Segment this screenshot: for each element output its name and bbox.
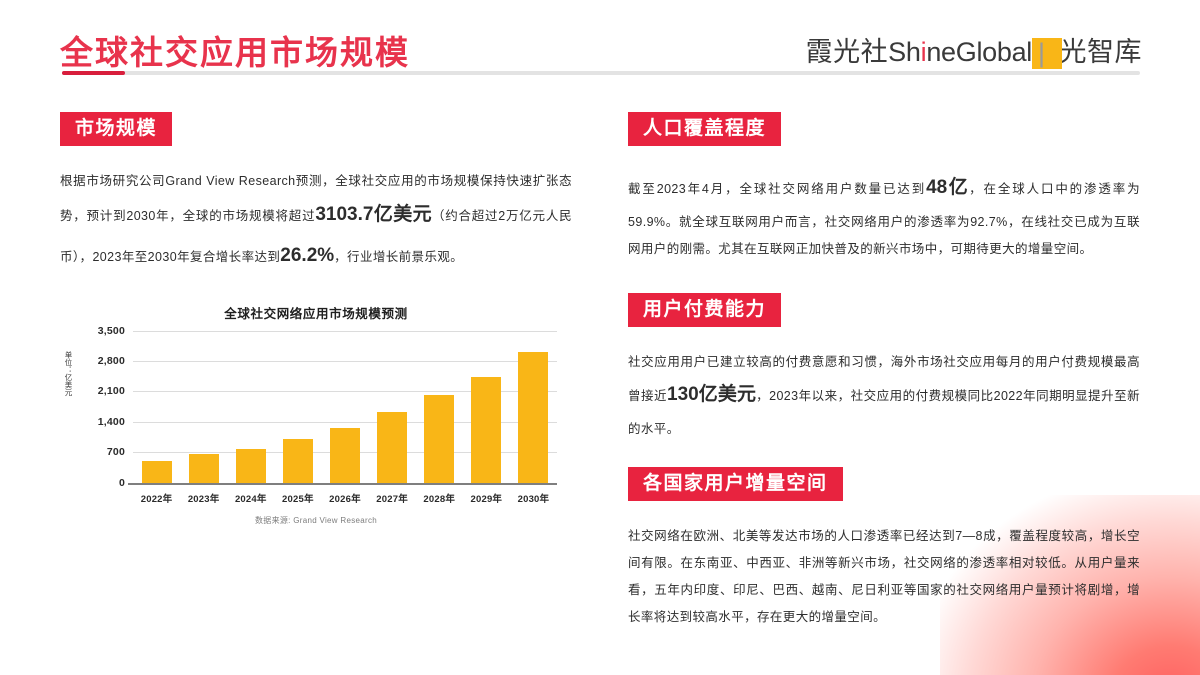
- section-body-paying-ability: 社交应用用户已建立较高的付费意愿和习惯，海外市场社交应用每月的用户付费规模最高曾…: [628, 349, 1140, 444]
- section-badge-population-coverage: 人口覆盖程度: [628, 112, 782, 146]
- chart-y-tick-label: 2,800: [97, 354, 125, 367]
- chart-y-tick-label: 0: [118, 476, 125, 489]
- paying-text-1: 社交应用用户已建立较高的付费意愿和习惯，海外市场社交应用每月的用户付费规模最高曾…: [628, 354, 1140, 404]
- brand-divider: |: [1032, 38, 1062, 69]
- market-size-text-2: （约合超过2万亿元人民币），2023年至2030年复合增长率达到: [60, 208, 572, 264]
- paying-text-2: ，2023年以来，社交应用的付费规模同比2022年同期明显提升至新的水平。: [628, 389, 1140, 437]
- chart-gridline: [133, 360, 557, 362]
- chart-y-tick-label: 3,500: [97, 324, 125, 337]
- chart-y-tick-label: 700: [106, 446, 125, 459]
- chart-y-tick-label: 2,100: [97, 385, 125, 398]
- chart-x-tick-label: 2027年: [376, 493, 408, 505]
- brand-cn-primary: 霞光社: [805, 37, 889, 67]
- chart-gridline: [133, 391, 557, 393]
- chart-gridline: [133, 421, 557, 423]
- section-population-coverage: 人口覆盖程度 截至2023年4月，全球社交网络用户数量已达到48亿，在全球人口中…: [628, 112, 1140, 263]
- chart-x-tick-label: 2025年: [282, 493, 314, 505]
- market-size-text-1: 根据市场研究公司Grand View Research预测，全球社交应用的市场规…: [60, 174, 572, 223]
- chart-bar: [282, 438, 313, 483]
- section-body-market-size: 根据市场研究公司Grand View Research预测，全球社交应用的市场规…: [60, 168, 572, 277]
- chart-plot-area: 0 700 1,400 2,100 2,800 3,500 2022年 2023年 2024年 2…: [98, 325, 557, 505]
- chart-gridline: [133, 330, 557, 332]
- section-badge-market-size: 市场规模: [60, 112, 173, 146]
- brand-latin-post: neGlobal: [926, 37, 1032, 67]
- brand-latin-pre: Sh: [888, 37, 921, 67]
- right-column: 人口覆盖程度 截至2023年4月，全球社交网络用户数量已达到48亿，在全球人口中…: [628, 112, 1140, 631]
- market-size-highlight-2: 26.2%: [280, 244, 335, 266]
- brand-latin-accent-letter: i: [920, 37, 927, 67]
- market-size-bar-chart: 全球社交网络应用市场规模预测 单位：亿美元 0 700 1,400 2,100 2,80…: [60, 303, 572, 548]
- growth-room-text-1: 社交网络在欧洲、北美等发达市场的人口渗透率已经达到7—8成，覆盖程度较高，增长空…: [628, 529, 1140, 624]
- chart-x-tick-label: 2029年: [470, 493, 503, 505]
- chart-x-tick-label: 2024年: [234, 493, 267, 505]
- header-divider-rule: [62, 71, 1140, 75]
- section-country-growth-room: 各国家用户增量空间 社交网络在欧洲、北美等发达市场的人口渗透率已经达到7—8成，…: [628, 467, 1140, 631]
- chart-bar: [424, 394, 455, 483]
- chart-title: 全球社交网络应用市场规模预测: [224, 306, 408, 321]
- section-body-population-coverage: 截至2023年4月，全球社交网络用户数量已达到48亿，在全球人口中的渗透率为59…: [628, 168, 1140, 263]
- chart-x-tick-label: 2023年: [187, 493, 220, 505]
- chart-bar: [518, 351, 549, 483]
- section-body-country-growth-room: 社交网络在欧洲、北美等发达市场的人口渗透率已经达到7—8成，覆盖程度较高，增长空…: [628, 523, 1140, 631]
- chart-y-tick-label: 1,400: [97, 415, 125, 428]
- page-title: 全球社交应用市场规模: [60, 34, 410, 71]
- chart-bar: [141, 460, 172, 483]
- brand-logo: 霞光社ShineGlobal | 霞光智库: [806, 30, 1142, 69]
- chart-x-tick-label: 2022年: [140, 493, 173, 505]
- slide-header: 全球社交应用市场规模 霞光社ShineGlobal | 霞光智库: [0, 0, 1200, 92]
- chart-bar: [330, 428, 360, 483]
- section-badge-country-growth-room: 各国家用户增量空间: [628, 467, 843, 502]
- chart-bar: [377, 411, 408, 483]
- population-text-1: 截至2023年4月，全球社交网络用户数量已达到: [628, 182, 927, 196]
- market-size-text-3: ，行业增长前景乐观。: [334, 249, 464, 264]
- paying-highlight: 130亿美元: [667, 384, 757, 406]
- chart-bar: [471, 376, 502, 483]
- section-paying-ability: 用户付费能力 社交应用用户已建立较高的付费意愿和习惯，海外市场社交应用每月的用户…: [628, 292, 1140, 444]
- market-size-highlight-1: 3103.7亿美元: [315, 203, 432, 225]
- chart-y-axis-unit-label: 单位：亿美元: [64, 350, 73, 396]
- population-text-2: ，在全球人口中的渗透率为59.9%。就全球互联网用户而言，社交网络用户的渗透率为…: [628, 182, 1140, 256]
- header-divider-accent: [62, 71, 125, 75]
- chart-x-tick-label: 2026年: [329, 493, 361, 505]
- section-badge-paying-ability: 用户付费能力: [628, 292, 782, 327]
- chart-bar: [235, 448, 266, 483]
- chart-bar: [188, 454, 219, 483]
- population-highlight: 48亿: [926, 177, 970, 198]
- section-market-size: 市场规模 根据市场研究公司Grand View Research预测，全球社交应…: [60, 112, 572, 277]
- left-column: 市场规模 根据市场研究公司Grand View Research预测，全球社交应…: [60, 112, 572, 548]
- chart-x-tick-label: 2030年: [517, 493, 550, 505]
- chart-source-note: 数据来源: Grand View Research: [254, 515, 378, 525]
- chart-x-tick-label: 2028年: [423, 493, 456, 505]
- chart-baseline-axis: [128, 482, 557, 486]
